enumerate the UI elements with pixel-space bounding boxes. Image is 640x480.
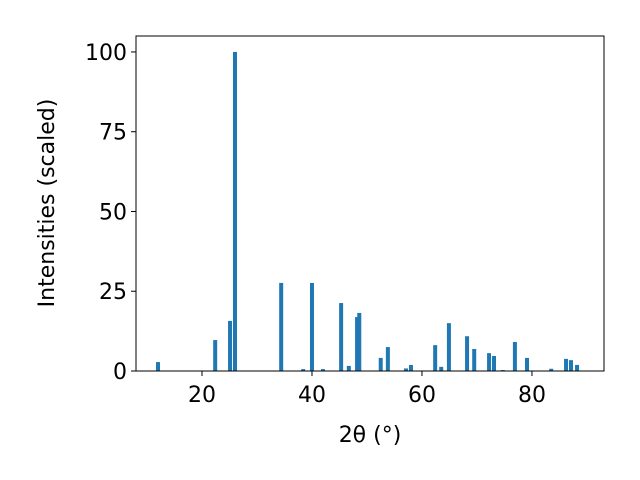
bar — [408, 364, 413, 371]
x-tick-label: 40 — [298, 383, 326, 408]
bar — [320, 369, 325, 371]
bar — [446, 323, 451, 371]
bar — [346, 365, 351, 371]
bar — [492, 356, 497, 371]
bar — [279, 282, 284, 371]
x-tick-label: 80 — [518, 383, 546, 408]
y-tick-label: 0 — [113, 360, 127, 385]
bar — [213, 340, 218, 371]
plot-frame — [135, 35, 605, 372]
bar — [512, 341, 517, 371]
bar — [385, 347, 390, 371]
bar — [525, 357, 530, 371]
bar — [569, 360, 574, 371]
y-axis-label: Intensities (scaled) — [35, 99, 60, 308]
y-tick-label: 75 — [99, 121, 127, 146]
bar — [433, 345, 438, 371]
bar — [355, 317, 360, 371]
bar — [339, 303, 344, 371]
bar — [564, 358, 569, 371]
bar — [228, 320, 233, 371]
bar — [575, 364, 580, 371]
bar — [472, 348, 477, 371]
bar — [404, 368, 409, 371]
bar — [378, 357, 383, 371]
bar — [439, 366, 444, 371]
x-tick-label: 60 — [408, 383, 436, 408]
bar — [549, 368, 554, 371]
y-tick-label: 50 — [99, 200, 127, 225]
bar — [232, 51, 237, 371]
bar — [309, 282, 314, 371]
x-axis-label: 2θ (°) — [339, 423, 402, 448]
bar — [301, 369, 306, 371]
y-tick-label: 25 — [99, 280, 127, 305]
x-tick-label: 20 — [188, 383, 216, 408]
y-tick-label: 100 — [85, 41, 127, 66]
bar — [465, 336, 470, 371]
bar — [155, 362, 160, 371]
bar — [357, 312, 362, 371]
bar — [487, 353, 492, 371]
